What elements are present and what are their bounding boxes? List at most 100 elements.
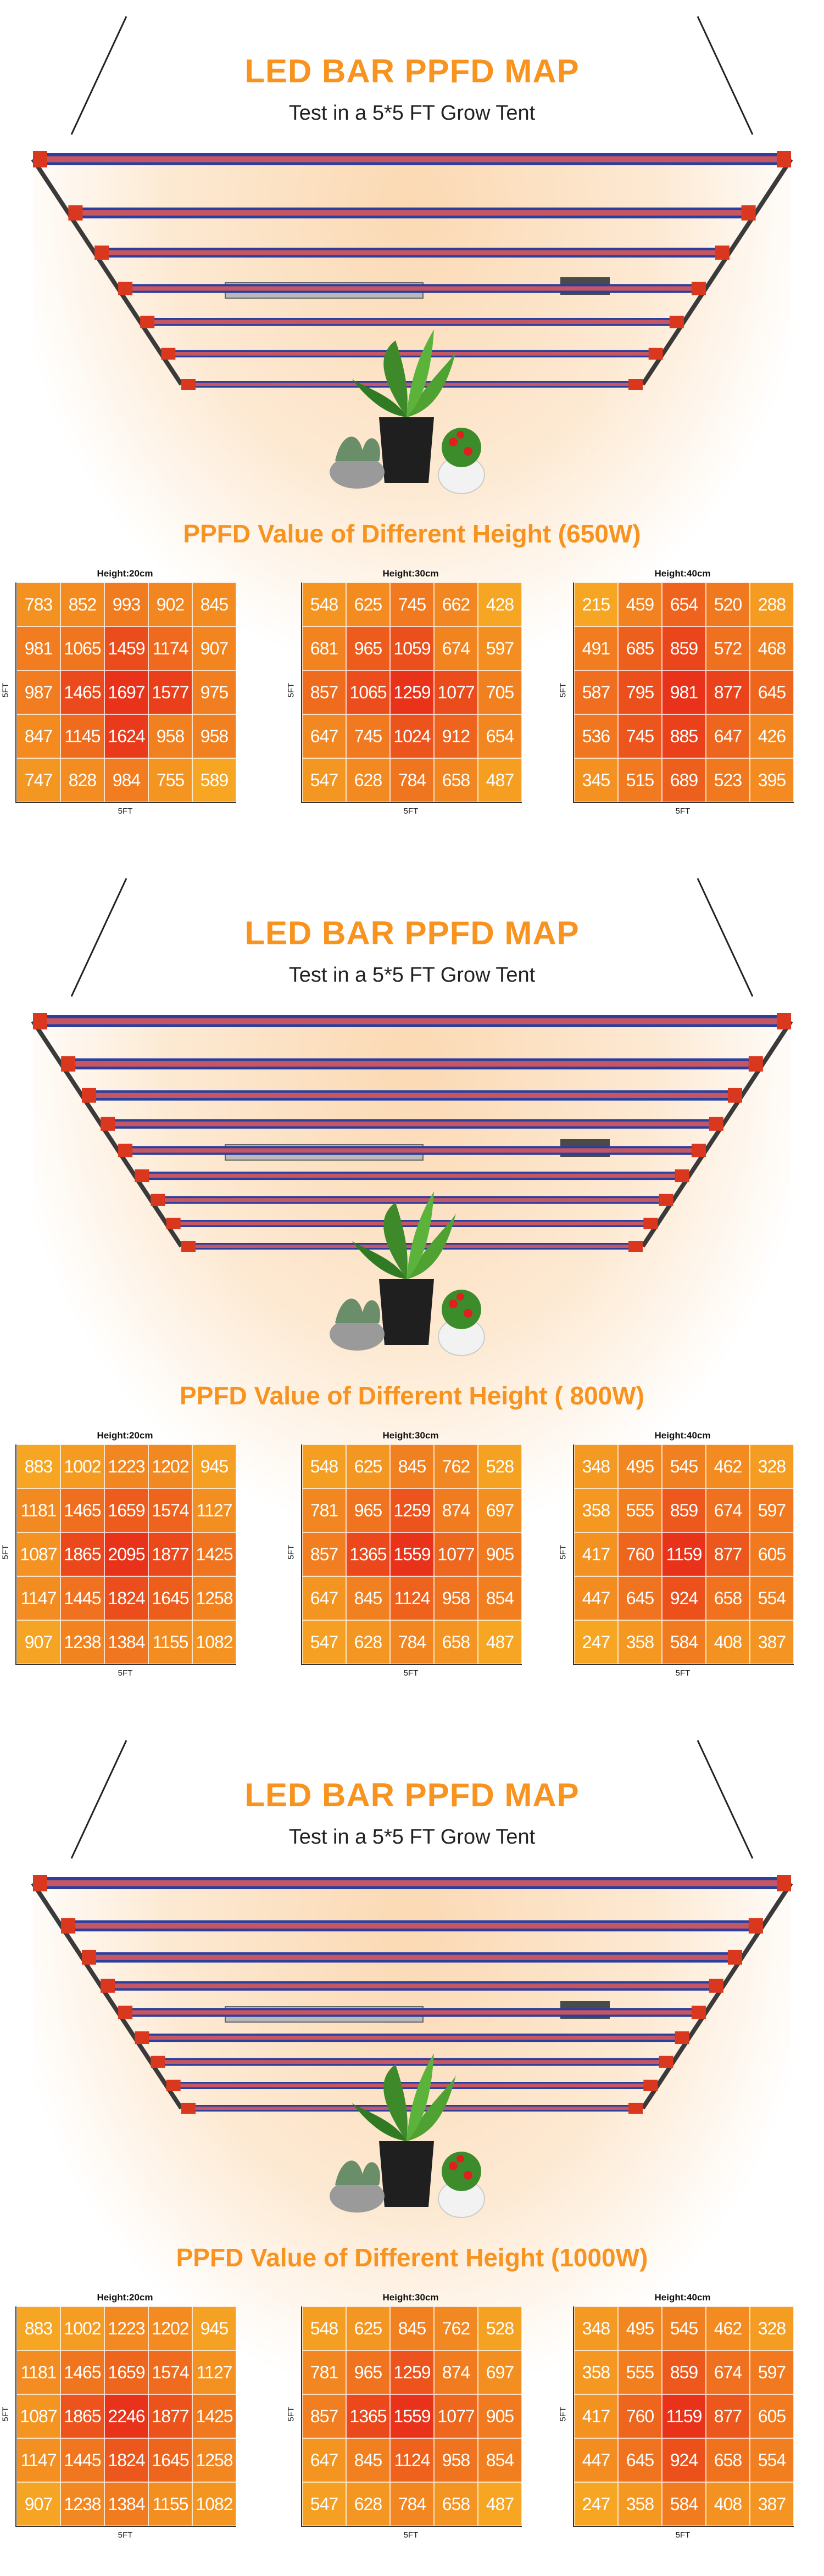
heatmap-cell: 1624 [104, 714, 148, 758]
hanging-wire [697, 1740, 754, 1859]
heatmap-cell: 760 [618, 2394, 662, 2438]
grow-light-illustration [31, 1740, 793, 2218]
heatmap-cell: 1259 [390, 670, 434, 714]
potted-plant-icon [330, 1191, 485, 1356]
heatmap-cell: 555 [618, 2350, 662, 2394]
heatmap-cell: 784 [390, 2482, 434, 2526]
heatmap-cell: 523 [706, 758, 750, 802]
heatmap-grid: 883 1002 1223 1202 945 1181 1465 1659 1574 1127 10… [15, 2306, 236, 2527]
heatmap-cell: 247 [574, 1620, 618, 1664]
heatmap-cell: 783 [16, 583, 60, 626]
heatmap-cell: 1223 [104, 2306, 148, 2350]
heatmap-cell: 1145 [60, 714, 104, 758]
hanging-wire [70, 16, 127, 135]
heatmap-cell: 705 [478, 670, 522, 714]
heatmap-cell: 554 [750, 2438, 794, 2482]
heatmap-cell: 1155 [148, 2482, 192, 2526]
heatmap-grid: 348 495 545 462 328 358 555 859 674 597 417 760 1159… [573, 2306, 794, 2527]
heatmap-cell: 859 [662, 1488, 706, 1532]
heatmap-cell: 495 [618, 1444, 662, 1488]
heatmap-cell: 426 [750, 714, 794, 758]
heatmap-cell: 548 [302, 1444, 346, 1488]
heatmap-cell: 1865 [60, 2394, 104, 2438]
heatmap-cell: 1258 [192, 2438, 236, 2482]
heatmap-height-label: Height:40cm [654, 1430, 711, 1441]
heatmap-cell: 1159 [662, 1532, 706, 1576]
heatmap-cell: 520 [706, 583, 750, 626]
heatmap-cell: 1384 [104, 1620, 148, 1664]
heatmap-cell: 528 [478, 1444, 522, 1488]
heatmap-cell: 965 [346, 2350, 390, 2394]
heatmap-cell: 877 [706, 2394, 750, 2438]
heatmap-cell: 1082 [192, 1620, 236, 1664]
heatmap-cell: 854 [478, 1576, 522, 1620]
heatmap-cell: 907 [16, 1620, 60, 1664]
heatmap-cell: 883 [16, 2306, 60, 2350]
heatmap-cell: 965 [346, 1488, 390, 1532]
heatmap-x-axis-label: 5FT [118, 1668, 133, 1678]
heatmap-y-axis-label: 5FT [1, 2406, 10, 2422]
heatmap-cell: 784 [390, 758, 434, 802]
heatmap-cell: 1159 [662, 2394, 706, 2438]
heatmap-cell: 1384 [104, 2482, 148, 2526]
heatmap-x-axis-label: 5FT [675, 1668, 691, 1678]
heatmap-cell: 597 [478, 626, 522, 670]
heatmap-cell: 784 [390, 1620, 434, 1664]
heatmap-cell: 1574 [148, 2350, 192, 2394]
heatmap-cell: 1223 [104, 1444, 148, 1488]
heatmap-cell: 958 [434, 1576, 478, 1620]
heatmap-cell: 902 [148, 583, 192, 626]
heatmap-cell: 547 [302, 2482, 346, 2526]
heatmap-cell: 584 [662, 1620, 706, 1664]
heatmap-cell: 1824 [104, 1576, 148, 1620]
heatmap-cell: 358 [618, 1620, 662, 1664]
led-grow-light-rig [31, 1875, 793, 2114]
heatmap-cell: 945 [192, 1444, 236, 1488]
heatmap-cell: 1365 [346, 1532, 390, 1576]
heatmap-cell: 654 [662, 583, 706, 626]
potted-plant-icon [330, 329, 485, 494]
heatmap-cell: 1645 [148, 1576, 192, 1620]
section-heading: PPFD Value of Different Height (650W) [183, 519, 641, 548]
heatmap-cell: 859 [662, 626, 706, 670]
heatmap-cell: 854 [478, 2438, 522, 2482]
heatmap-cell: 760 [618, 1532, 662, 1576]
heatmap-cell: 965 [346, 626, 390, 670]
heatmap-cell: 1181 [16, 2350, 60, 2394]
heatmap-cell: 554 [750, 1576, 794, 1620]
heatmap-cell: 1465 [60, 670, 104, 714]
heatmap-cell: 1559 [390, 2394, 434, 2438]
hanging-wire [70, 1740, 127, 1859]
heatmap-cell: 981 [662, 670, 706, 714]
heatmap-cell: 993 [104, 583, 148, 626]
heatmap-cell: 762 [434, 1444, 478, 1488]
heatmap-cell: 1024 [390, 714, 434, 758]
heatmap-x-axis-label: 5FT [675, 2530, 691, 2540]
heatmap-cell: 762 [434, 2306, 478, 2350]
heatmap-cell: 348 [574, 2306, 618, 2350]
heatmap-cell: 1059 [390, 626, 434, 670]
heatmap-cell: 883 [16, 1444, 60, 1488]
heatmap-cell: 945 [192, 2306, 236, 2350]
heatmap-cell: 1124 [390, 2438, 434, 2482]
hanging-wire [697, 16, 754, 135]
ppfd-heatmap: Height:20cm 5FT 883 1002 1223 1202 945 1181 1465… [0, 2292, 250, 2547]
ppfd-heatmap: Height:40cm 5FT 348 495 545 462 328 358 555 859 67… [558, 1430, 808, 1685]
heatmap-y-axis-label: 5FT [558, 1544, 568, 1560]
panel-title: LED BAR PPFD MAP [244, 53, 580, 89]
heatmap-y-axis-label: 5FT [286, 682, 296, 698]
heatmap-cell: 1155 [148, 1620, 192, 1664]
heatmap-cell: 1445 [60, 1576, 104, 1620]
heatmap-y-axis-label: 5FT [286, 2406, 296, 2422]
heatmap-cell: 1259 [390, 1488, 434, 1532]
heatmap-cell: 1202 [148, 2306, 192, 2350]
section-heading: PPFD Value of Different Height ( 800W) [180, 1381, 644, 1410]
heatmap-cell: 1124 [390, 1576, 434, 1620]
heatmap-cell: 528 [478, 2306, 522, 2350]
heatmap-grid: 348 495 545 462 328 358 555 859 674 597 417 760 1159… [573, 1444, 794, 1665]
ppfd-heatmap: Height:40cm 5FT 215 459 654 520 288 491 685 859 57… [558, 568, 808, 824]
heatmap-cell: 328 [750, 2306, 794, 2350]
panel-subtitle: Test in a 5*5 FT Grow Tent [288, 102, 536, 125]
heatmap-height-label: Height:30cm [382, 568, 439, 579]
heatmap-cell: 857 [302, 670, 346, 714]
